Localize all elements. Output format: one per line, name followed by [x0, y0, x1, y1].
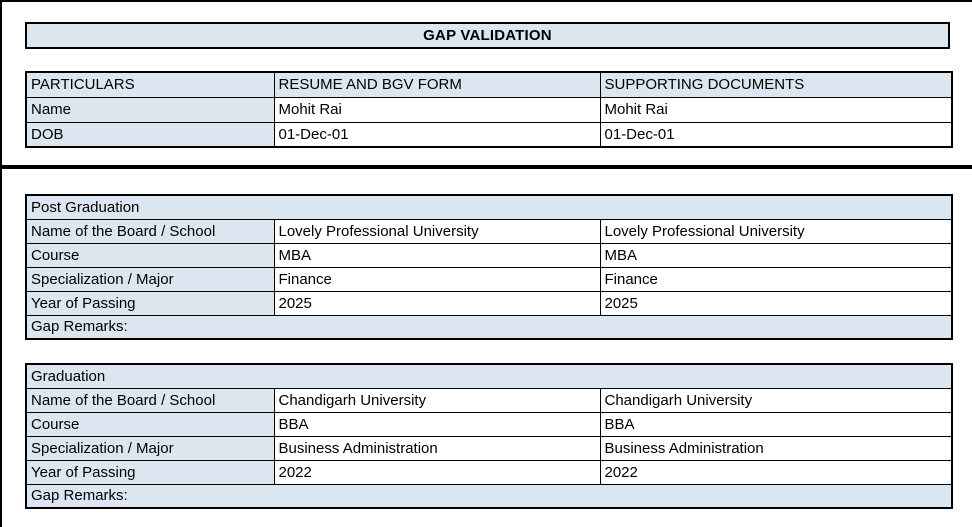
- table-row-year: Year of Passing 2022 2022: [25, 459, 953, 485]
- section-title: Post Graduation: [25, 194, 953, 220]
- table-row-dob: DOB 01-Dec-01 01-Dec-01: [25, 121, 953, 148]
- resume-value: Lovely Professional University: [273, 218, 601, 244]
- supporting-value: 2022: [599, 459, 953, 485]
- table-row-course: Course BBA BBA: [25, 411, 953, 437]
- row-label: Name of the Board / School: [25, 218, 275, 244]
- resume-value: MBA: [273, 242, 601, 268]
- supporting-value: BBA: [599, 411, 953, 437]
- table-row-specialization: Specialization / Major Business Administ…: [25, 435, 953, 461]
- supporting-value: 2025: [599, 290, 953, 316]
- gap-remarks-label: Gap Remarks:: [25, 483, 953, 509]
- supporting-value: Mohit Rai: [599, 96, 953, 123]
- resume-value: Chandigarh University: [273, 387, 601, 413]
- supporting-value: Business Administration: [599, 435, 953, 461]
- row-label: Name of the Board / School: [25, 387, 275, 413]
- table-row-name: Name Mohit Rai Mohit Rai: [25, 96, 953, 123]
- table-row-board: Name of the Board / School Chandigarh Un…: [25, 387, 953, 413]
- gap-remarks-label: Gap Remarks:: [25, 314, 953, 340]
- resume-value: Finance: [273, 266, 601, 292]
- row-label: DOB: [25, 121, 275, 148]
- resume-value: BBA: [273, 411, 601, 437]
- table-row-specialization: Specialization / Major Finance Finance: [25, 266, 953, 292]
- page-title: GAP VALIDATION: [25, 22, 950, 49]
- row-label: Year of Passing: [25, 290, 275, 316]
- header-cell-particulars: PARTICULARS: [25, 71, 275, 98]
- supporting-value: 01-Dec-01: [599, 121, 953, 148]
- page-title-text: GAP VALIDATION: [423, 27, 552, 44]
- supporting-value: MBA: [599, 242, 953, 268]
- supporting-value: Chandigarh University: [599, 387, 953, 413]
- resume-value: 01-Dec-01: [273, 121, 601, 148]
- resume-value: 2025: [273, 290, 601, 316]
- header-cell-supporting: SUPPORTING DOCUMENTS: [599, 71, 953, 98]
- table-row-course: Course MBA MBA: [25, 242, 953, 268]
- table-row-year: Year of Passing 2025 2025: [25, 290, 953, 316]
- post-graduation-table: Post Graduation Name of the Board / Scho…: [25, 194, 953, 340]
- gap-remarks-row: Gap Remarks:: [25, 483, 953, 509]
- row-label: Name: [25, 96, 275, 123]
- graduation-table: Graduation Name of the Board / School Ch…: [25, 363, 954, 509]
- resume-value: 2022: [273, 459, 601, 485]
- table-row-board: Name of the Board / School Lovely Profes…: [25, 218, 953, 244]
- supporting-value: Finance: [599, 266, 953, 292]
- section-title: Graduation: [25, 363, 953, 389]
- candidate-info-table: PARTICULARS RESUME AND BGV FORM SUPPORTI…: [25, 71, 953, 148]
- section-header-row: Graduation: [25, 363, 953, 389]
- row-label: Course: [25, 411, 275, 437]
- resume-value: Mohit Rai: [273, 96, 601, 123]
- row-label: Specialization / Major: [25, 266, 275, 292]
- sheet-content: GAP VALIDATION PARTICULARS RESUME AND BG…: [2, 22, 972, 509]
- row-label: Year of Passing: [25, 459, 275, 485]
- supporting-value: Lovely Professional University: [599, 218, 953, 244]
- header-cell-resume: RESUME AND BGV FORM: [273, 71, 601, 98]
- section-header-row: Post Graduation: [25, 194, 953, 220]
- table-header-row: PARTICULARS RESUME AND BGV FORM SUPPORTI…: [25, 71, 953, 98]
- gap-remarks-row: Gap Remarks:: [25, 314, 953, 340]
- row-label: Specialization / Major: [25, 435, 275, 461]
- resume-value: Business Administration: [273, 435, 601, 461]
- page-section-divider: [2, 165, 972, 169]
- row-label: Course: [25, 242, 275, 268]
